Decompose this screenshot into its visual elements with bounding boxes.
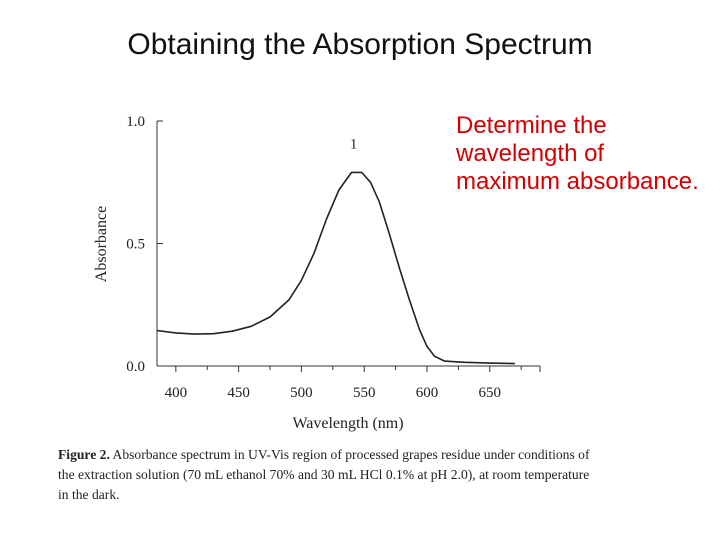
x-axis-label: Wavelength (nm): [292, 415, 403, 432]
y-tick-label-1: 0.5: [126, 237, 145, 253]
figure-caption: Figure 2. Absorbance spectrum in UV-Vis …: [58, 445, 598, 505]
x-tick-label-600: 600: [416, 385, 439, 401]
caption-label: Figure 2.: [58, 447, 110, 462]
chart-ticks: 400 450 500 550 600 650 0.0 0.5 1.0: [126, 114, 541, 401]
x-tick-label-400: 400: [165, 385, 188, 401]
series-line-0: [156, 171, 515, 365]
y-tick-label-0: 0.0: [126, 359, 145, 375]
x-tick-label-650: 650: [479, 385, 502, 401]
x-tick-label-500: 500: [290, 385, 313, 401]
chart-series: 1: [156, 136, 515, 365]
slide-title: Obtaining the Absorption Spectrum: [127, 28, 593, 61]
y-axis-label: Absorbance: [93, 206, 110, 282]
caption-text: Absorbance spectrum in UV-Vis region of …: [58, 447, 590, 502]
series-label-0: 1: [350, 136, 358, 152]
y-tick-label-2: 1.0: [126, 114, 145, 130]
absorbance-chart: 400 450 500 550 600 650 0.0 0.5 1.0 1 Wavelength…: [93, 114, 541, 432]
callout-text: Determine the wavelength of maximum abso…: [456, 112, 699, 195]
x-tick-label-450: 450: [227, 385, 250, 401]
x-tick-label-550: 550: [353, 385, 376, 401]
